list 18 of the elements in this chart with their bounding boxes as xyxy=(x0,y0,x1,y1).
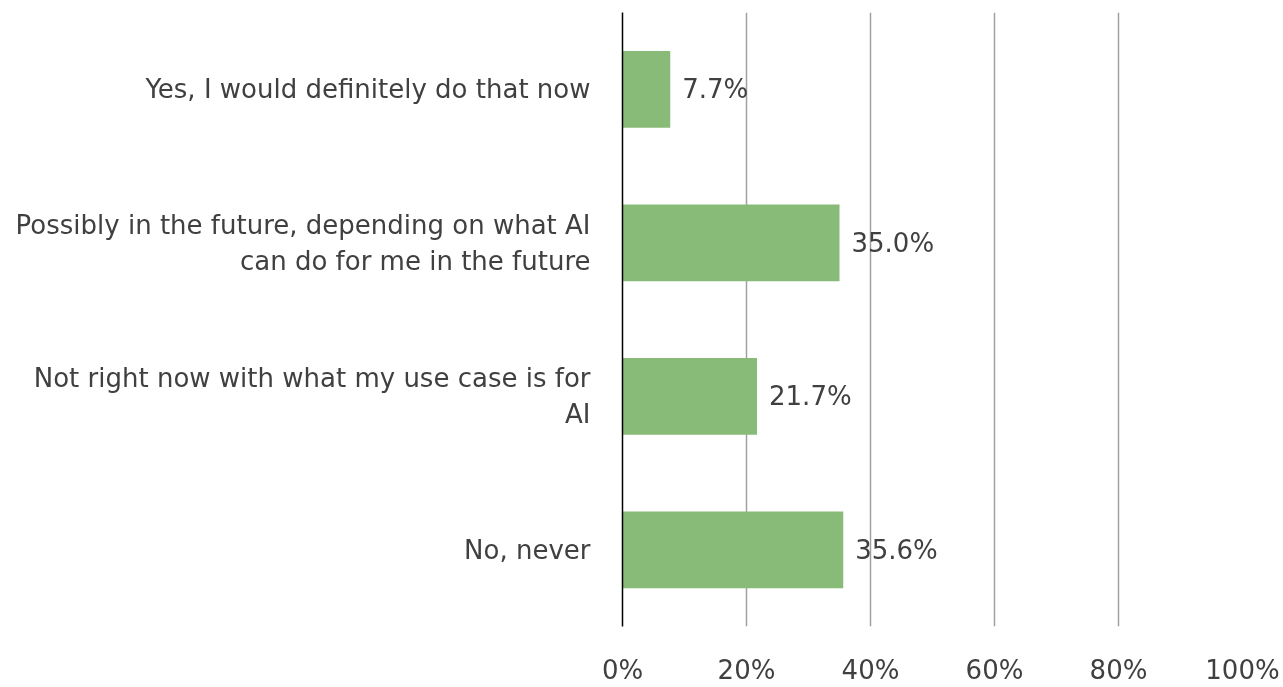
data-label: 35.0% xyxy=(851,227,935,258)
y-tick-label: Yes, I would definitely do that now xyxy=(144,74,591,105)
data-label: 21.7% xyxy=(769,381,852,412)
bar xyxy=(622,357,758,435)
x-tick-label: 100% xyxy=(1205,654,1280,685)
bar xyxy=(622,511,844,589)
y-tick-label: Possibly in the future, depending on what AI can do for me in the future xyxy=(15,209,591,276)
y-tick-label: Not right now with what my use case is for AI xyxy=(33,363,591,430)
data-label: 7.7% xyxy=(682,74,749,105)
bar xyxy=(622,50,671,128)
x-tick-label: 60% xyxy=(965,654,1024,685)
data-label: 35.6% xyxy=(855,534,938,565)
y-tick-label: No, never xyxy=(464,534,591,565)
x-tick-label: 40% xyxy=(841,654,900,685)
bar xyxy=(622,204,840,282)
x-tick-label: 80% xyxy=(1089,654,1148,685)
x-tick-label: 0% xyxy=(601,654,644,685)
x-tick-label: 20% xyxy=(717,654,776,685)
